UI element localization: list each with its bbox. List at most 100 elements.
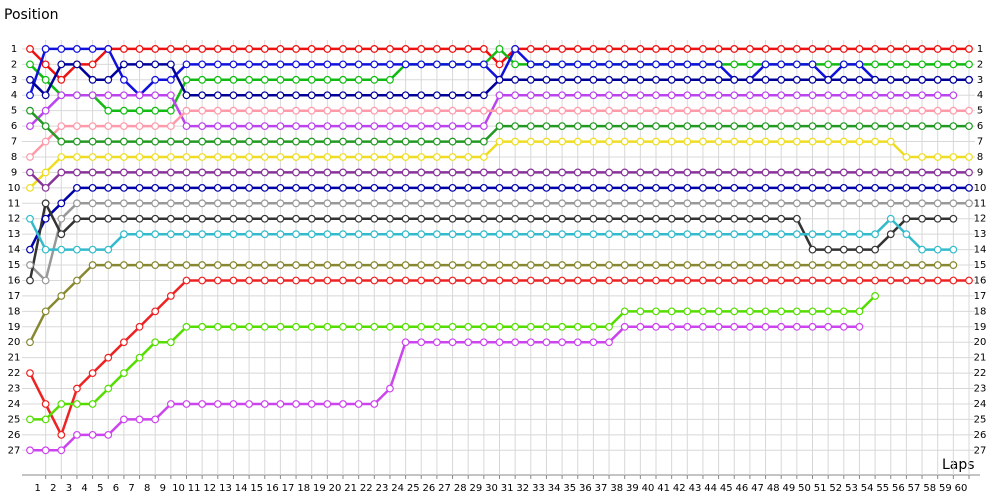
lap-point xyxy=(636,322,645,331)
lap-point xyxy=(73,430,81,439)
lap-point xyxy=(730,199,739,208)
lap-point xyxy=(824,122,833,131)
lap-point xyxy=(448,230,457,239)
lap-point xyxy=(730,60,739,69)
lap-point xyxy=(323,137,332,146)
lap-point xyxy=(761,106,770,115)
lap-point xyxy=(636,214,645,223)
lap-point xyxy=(370,60,379,69)
lap-point xyxy=(792,168,801,177)
lap-point xyxy=(558,168,566,177)
lap-point xyxy=(777,168,786,177)
lap-point xyxy=(260,168,269,177)
lap-point xyxy=(746,183,754,192)
lap-point xyxy=(323,168,332,177)
lap-point xyxy=(573,199,582,208)
lap-point xyxy=(245,91,254,100)
lap-point xyxy=(276,106,285,115)
lap-point xyxy=(511,322,520,331)
lap-point xyxy=(667,75,676,84)
lap-point xyxy=(495,183,504,192)
lap-point xyxy=(886,199,895,208)
lap-point xyxy=(871,183,879,192)
lap-point xyxy=(542,183,551,192)
lap-point xyxy=(276,137,285,146)
lap-point xyxy=(620,91,629,100)
lap-point xyxy=(792,183,801,192)
lap-point xyxy=(401,276,410,285)
lap-point xyxy=(746,261,754,269)
lap-point xyxy=(855,245,864,254)
lap-point xyxy=(26,45,34,53)
lap-point xyxy=(683,183,692,192)
lap-point xyxy=(902,122,911,131)
y-tick-label: 17 xyxy=(8,291,21,302)
lap-point xyxy=(245,230,254,239)
lap-point xyxy=(354,122,363,131)
lap-point xyxy=(41,400,50,408)
x-tick-label: 25 xyxy=(407,483,420,494)
y-tick-label: 4 xyxy=(11,90,17,101)
lap-point xyxy=(667,322,676,331)
lap-point xyxy=(448,338,457,347)
lap-point xyxy=(88,183,97,192)
lap-point xyxy=(965,45,973,53)
lap-point xyxy=(855,106,864,115)
lap-point xyxy=(88,75,97,84)
lap-point xyxy=(73,60,81,69)
lap-point xyxy=(886,75,895,84)
lap-point xyxy=(667,214,676,223)
lap-point xyxy=(57,60,66,69)
lap-point xyxy=(620,261,629,269)
lap-point xyxy=(683,214,692,223)
lap-point xyxy=(573,338,582,347)
lap-point xyxy=(104,122,113,131)
lap-point xyxy=(104,153,113,161)
lap-point xyxy=(558,276,566,285)
lap-point xyxy=(479,153,488,161)
lap-point xyxy=(245,137,254,146)
lap-point xyxy=(667,183,676,192)
lap-point xyxy=(620,75,629,84)
lap-point xyxy=(354,91,363,100)
lap-point xyxy=(323,122,332,131)
lap-point xyxy=(667,261,676,269)
lap-point xyxy=(949,60,958,69)
lap-point xyxy=(777,214,786,223)
lap-point xyxy=(213,199,222,208)
lap-point xyxy=(151,261,160,269)
lap-point xyxy=(542,230,551,239)
lap-point xyxy=(824,307,833,316)
lap-point xyxy=(589,214,598,223)
lap-point xyxy=(57,292,66,300)
lap-point xyxy=(824,60,833,69)
lap-point xyxy=(88,137,97,146)
x-tick-label: 41 xyxy=(657,483,670,494)
lap-point xyxy=(558,322,566,331)
lap-point xyxy=(902,199,911,208)
lap-point xyxy=(933,245,942,254)
y-tick-label: 12 xyxy=(8,214,21,225)
lap-point xyxy=(417,168,426,177)
lap-point xyxy=(88,400,97,408)
lap-point xyxy=(433,153,441,161)
lap-point xyxy=(933,75,942,84)
x-tick-label: 34 xyxy=(548,483,561,494)
lap-point xyxy=(73,214,81,223)
lap-point xyxy=(386,60,394,69)
lap-point xyxy=(855,183,864,192)
y-tick-label: 10 xyxy=(8,183,21,194)
lap-point xyxy=(839,91,848,100)
lap-point xyxy=(965,183,973,192)
lap-point xyxy=(417,60,426,69)
lap-point xyxy=(558,91,566,100)
lap-point xyxy=(104,137,113,146)
lap-point xyxy=(307,45,316,53)
lap-point xyxy=(605,60,613,69)
lap-point xyxy=(667,307,676,316)
lap-point xyxy=(401,199,410,208)
lap-point xyxy=(605,45,613,53)
lap-point xyxy=(589,60,598,69)
lap-point xyxy=(933,276,942,285)
lap-point xyxy=(276,91,285,100)
